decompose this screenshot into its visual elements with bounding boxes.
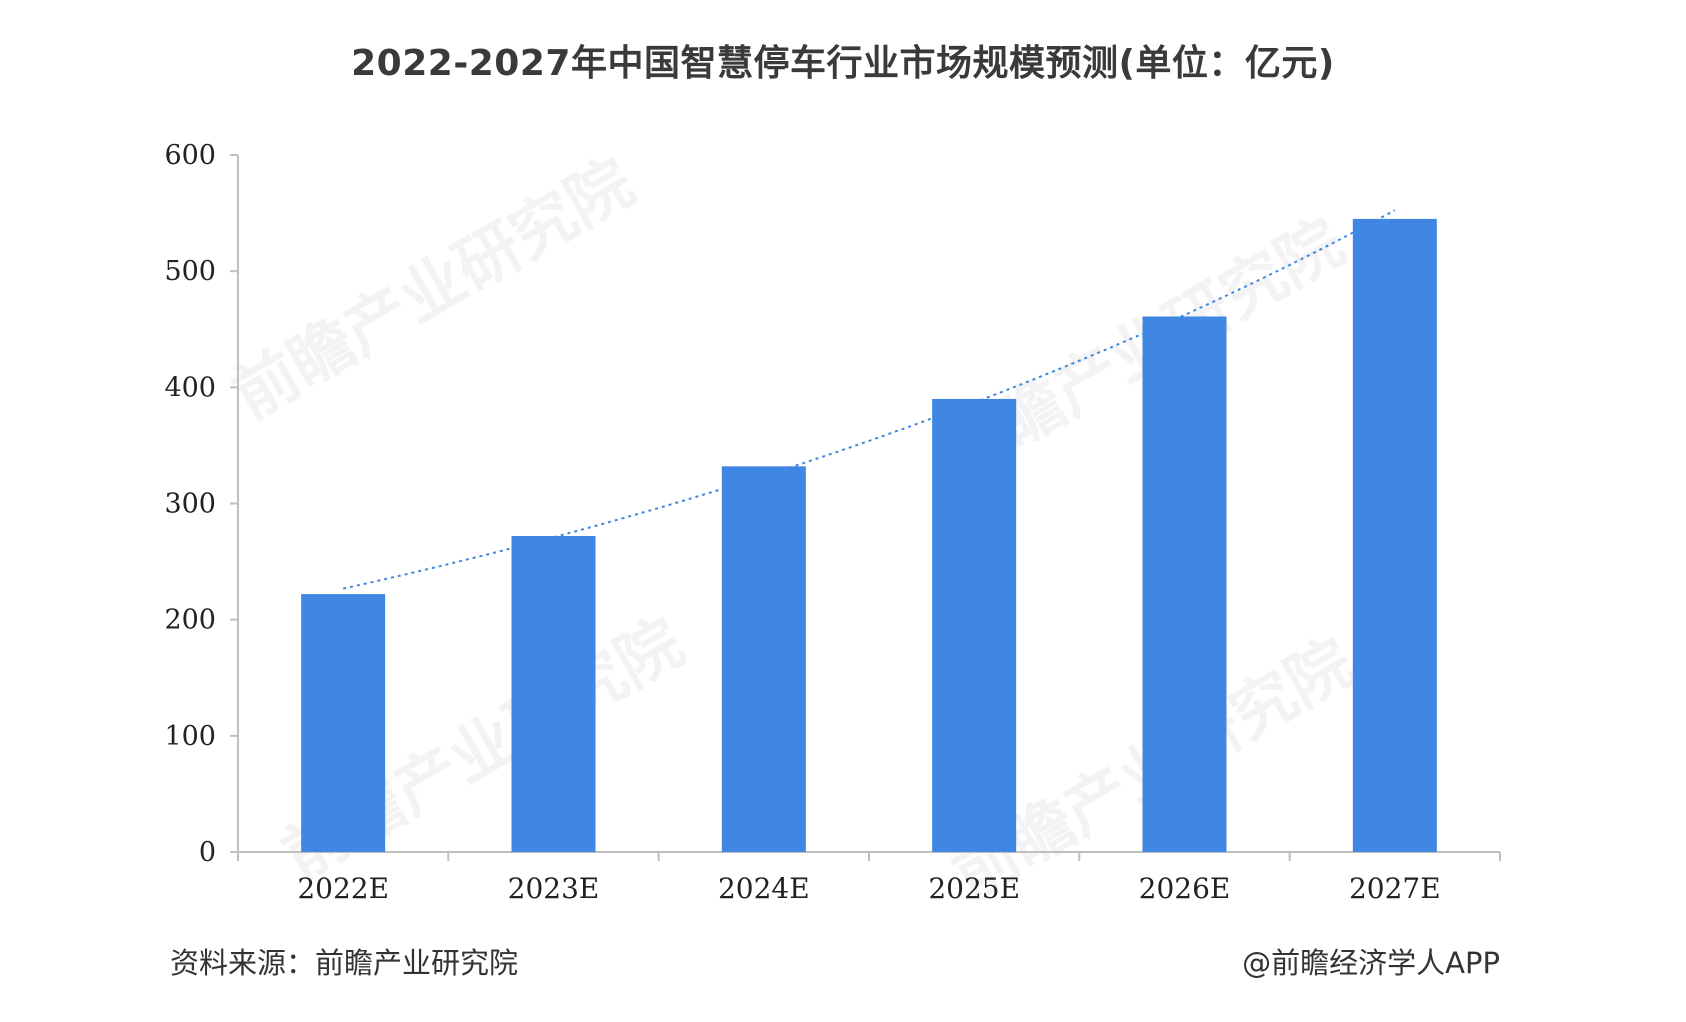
trendline bbox=[342, 209, 1396, 590]
bar bbox=[511, 536, 596, 852]
x-tick-label: 2026E bbox=[1139, 872, 1231, 905]
y-tick-label: 500 bbox=[164, 256, 216, 287]
axes bbox=[230, 154, 1501, 861]
bar bbox=[301, 594, 386, 852]
y-tick-label: 400 bbox=[164, 372, 216, 403]
bar bbox=[932, 398, 1017, 852]
trendline-layer bbox=[342, 209, 1396, 590]
source-note: 资料来源：前瞻产业研究院 bbox=[170, 946, 519, 980]
y-tick-label: 300 bbox=[164, 489, 216, 520]
y-tick-label: 0 bbox=[199, 837, 216, 868]
y-tick-label: 200 bbox=[164, 605, 216, 636]
bar bbox=[1142, 316, 1227, 852]
x-tick-label: 2023E bbox=[508, 872, 600, 905]
bars bbox=[301, 218, 1437, 852]
chart-title: 2022-2027年中国智慧停车行业市场规模预测(单位：亿元) bbox=[351, 43, 1335, 84]
x-tick-label: 2025E bbox=[928, 872, 1020, 905]
x-tick-label: 2022E bbox=[297, 872, 389, 905]
watermark-text: 前瞻产业研究院 bbox=[221, 146, 646, 434]
y-tick-label: 600 bbox=[164, 140, 216, 171]
x-tick-label: 2027E bbox=[1349, 872, 1441, 905]
labels: 0 100 200 300 400 500 600 2022E 2023E 2024E 2025E 2… bbox=[164, 140, 1440, 905]
x-tick-label: 2024E bbox=[718, 872, 810, 905]
bar bbox=[1352, 218, 1437, 852]
bar bbox=[721, 466, 806, 852]
brand-credit: @前瞻经济学人APP bbox=[1242, 946, 1500, 980]
y-tick-label: 100 bbox=[164, 721, 216, 752]
